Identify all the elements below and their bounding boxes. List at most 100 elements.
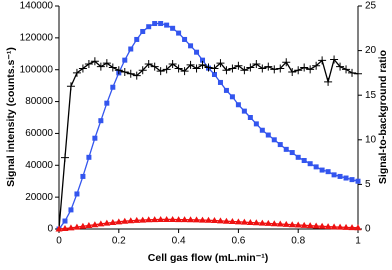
x-tick-label: 0.8 bbox=[291, 236, 305, 247]
square-marker bbox=[92, 135, 98, 141]
square-marker bbox=[211, 71, 217, 77]
cross-marker bbox=[162, 65, 171, 74]
triangle-marker bbox=[240, 218, 248, 225]
cross-marker bbox=[354, 69, 362, 78]
cross-marker bbox=[90, 57, 99, 66]
triangle-marker bbox=[61, 225, 69, 232]
cross-marker bbox=[264, 62, 273, 71]
square-marker bbox=[331, 172, 337, 178]
y-tick-label: 120000 bbox=[20, 32, 54, 43]
triangle-marker bbox=[306, 222, 314, 229]
triangle-marker bbox=[103, 219, 111, 226]
square-marker bbox=[325, 169, 331, 175]
x-tick-label: 1 bbox=[355, 236, 361, 247]
square-marker bbox=[307, 161, 313, 167]
cross-marker bbox=[192, 64, 201, 73]
triangle-marker bbox=[91, 221, 99, 228]
y-axis-title: Signal intensity (counts.s⁻¹) bbox=[5, 47, 17, 187]
cross-marker bbox=[270, 65, 279, 74]
square-marker bbox=[182, 36, 188, 42]
cross-marker bbox=[294, 66, 303, 75]
square-marker bbox=[301, 158, 307, 164]
cross-marker bbox=[66, 82, 75, 91]
triangle-marker bbox=[169, 215, 177, 222]
cross-marker bbox=[342, 65, 351, 74]
square-marker bbox=[313, 164, 319, 170]
cross-marker bbox=[150, 62, 159, 71]
y-tick-label: 140000 bbox=[20, 1, 54, 12]
cross-marker bbox=[216, 59, 225, 68]
triangle-marker bbox=[127, 217, 135, 224]
square-marker bbox=[319, 167, 325, 173]
square-marker bbox=[122, 57, 128, 63]
y-tick-label: 80000 bbox=[25, 96, 53, 107]
square-marker bbox=[158, 21, 164, 27]
square-marker bbox=[62, 218, 68, 224]
square-marker bbox=[80, 173, 86, 179]
x-tick-label: 0 bbox=[56, 236, 62, 247]
cross-marker bbox=[120, 68, 129, 77]
triangle-marker bbox=[187, 216, 195, 223]
triangle-marker bbox=[276, 220, 284, 227]
square-marker bbox=[152, 21, 158, 27]
cross-marker bbox=[234, 61, 243, 70]
triangle-marker bbox=[85, 221, 93, 228]
cross-marker bbox=[72, 68, 81, 77]
cross-marker bbox=[180, 67, 189, 76]
triangle-marker bbox=[163, 215, 171, 222]
square-marker bbox=[134, 36, 140, 42]
triangle-marker bbox=[234, 218, 242, 225]
triangle-marker bbox=[67, 224, 75, 231]
triangle-marker bbox=[175, 216, 183, 223]
square-marker bbox=[188, 43, 194, 49]
triangle-marker bbox=[336, 223, 344, 230]
triangle-marker bbox=[300, 221, 308, 228]
square-marker bbox=[337, 173, 343, 179]
y-tick-label: 60000 bbox=[25, 128, 53, 139]
triangle-marker bbox=[228, 218, 236, 225]
square-marker bbox=[265, 132, 271, 138]
triangle-marker bbox=[157, 215, 165, 222]
y2-axis-title: Signal-to-background ratio bbox=[377, 50, 389, 184]
y-tick-label: 40000 bbox=[25, 160, 53, 171]
cross-marker bbox=[288, 68, 297, 77]
triangle-marker bbox=[294, 221, 302, 228]
triangle-marker bbox=[312, 222, 320, 229]
cross-marker bbox=[282, 58, 291, 67]
cross-marker bbox=[96, 62, 105, 71]
square-marker bbox=[247, 115, 253, 120]
triangle-marker bbox=[109, 218, 117, 225]
y2-tick-label: 5 bbox=[365, 179, 371, 190]
triangle-marker bbox=[199, 216, 207, 223]
cross-marker bbox=[252, 59, 261, 68]
square-marker bbox=[283, 146, 289, 152]
cross-marker bbox=[348, 68, 357, 77]
cross-marker bbox=[300, 63, 309, 72]
triangle-marker bbox=[145, 216, 153, 223]
square-marker bbox=[277, 142, 283, 148]
square-marker bbox=[104, 100, 110, 106]
triangle-marker bbox=[282, 220, 290, 227]
cross-marker bbox=[258, 64, 267, 73]
cross-marker bbox=[174, 64, 183, 73]
square-marker bbox=[355, 178, 361, 184]
cross-marker bbox=[222, 66, 231, 75]
square-marker bbox=[128, 46, 134, 52]
x-tick-label: 0.6 bbox=[231, 236, 245, 247]
square-marker bbox=[68, 207, 74, 213]
cross-marker bbox=[132, 71, 141, 80]
square-marker bbox=[343, 175, 349, 181]
y2-tick-label: 25 bbox=[365, 1, 377, 12]
series-line bbox=[58, 58, 359, 230]
y2-tick-label: 15 bbox=[365, 90, 377, 101]
cross-marker bbox=[204, 63, 213, 72]
triangle-marker bbox=[55, 225, 63, 232]
triangle-marker bbox=[222, 217, 230, 224]
triangle-marker bbox=[270, 220, 278, 227]
square-marker bbox=[86, 154, 92, 160]
x-axis-title: Cell gas flow (mL.min⁻¹) bbox=[148, 252, 268, 264]
cross-marker bbox=[228, 64, 237, 73]
cross-marker bbox=[138, 66, 147, 75]
square-marker bbox=[349, 177, 355, 183]
